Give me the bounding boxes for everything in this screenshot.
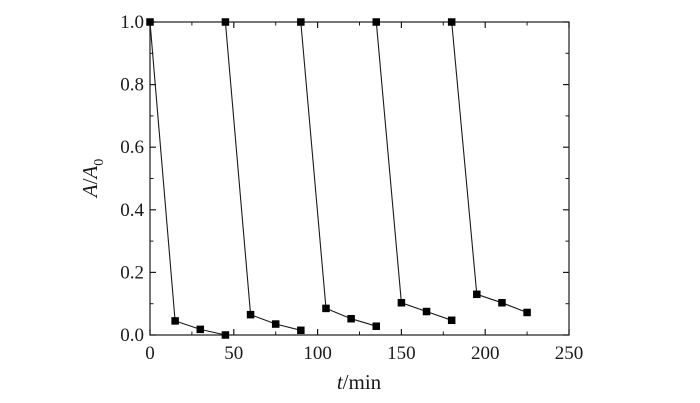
series-line <box>149 21 226 336</box>
y-tick-label: 0.6 <box>120 137 144 158</box>
y-tick-label: 0.2 <box>120 262 144 283</box>
series-layer <box>146 18 531 339</box>
y-tick-label: 0.0 <box>120 325 144 346</box>
series-line <box>451 21 528 314</box>
x-tick-label: 100 <box>303 343 332 364</box>
y-axis-ticks: 0.0 0.2 0.4 0.6 0.8 1.0 <box>120 12 569 346</box>
y-axis-subvariable: A <box>78 166 102 181</box>
x-axis-variable: t <box>337 370 344 394</box>
x-axis-slash: / <box>343 370 349 394</box>
data-point <box>372 18 381 26</box>
x-axis-label: t/min <box>337 370 382 394</box>
y-axis-label: A/A0 <box>78 159 107 200</box>
data-point <box>372 322 381 330</box>
y-axis-variable: A <box>78 184 102 199</box>
series-3 <box>297 18 381 330</box>
x-axis-ticks: 0 50 100 150 200 250 <box>145 22 583 364</box>
data-point <box>498 299 506 307</box>
y-tick-label: 0.8 <box>120 75 144 96</box>
y-axis-slash: / <box>78 178 102 184</box>
y-tick-label: 0.4 <box>120 200 144 221</box>
series-line <box>224 21 301 331</box>
y-axis-subscript: 0 <box>92 159 107 166</box>
x-tick-label: 150 <box>387 343 416 364</box>
x-tick-label: 200 <box>471 343 500 364</box>
data-point <box>347 314 355 323</box>
data-point <box>523 308 531 317</box>
x-tick-label: 250 <box>555 343 584 364</box>
data-point <box>171 317 179 325</box>
x-axis-unit: min <box>349 370 382 394</box>
data-point <box>271 320 280 328</box>
x-tick-label: 0 <box>145 343 155 364</box>
plot-frame <box>149 21 570 336</box>
series-2 <box>221 18 305 335</box>
data-point <box>146 18 154 26</box>
data-point <box>397 299 406 307</box>
series-line <box>300 21 377 327</box>
series-4 <box>372 18 456 325</box>
x-tick-label: 50 <box>224 343 243 364</box>
data-point <box>297 326 305 335</box>
data-point <box>422 307 431 316</box>
series-1 <box>146 18 230 339</box>
data-point <box>473 290 481 299</box>
series-5 <box>447 18 531 317</box>
data-point <box>221 18 230 26</box>
data-point <box>246 310 255 319</box>
data-point <box>297 18 305 26</box>
data-point <box>447 316 456 325</box>
data-point <box>447 18 456 26</box>
data-point <box>221 331 230 339</box>
y-tick-label: 1.0 <box>120 12 144 33</box>
series-line <box>375 21 452 321</box>
data-point <box>322 304 330 313</box>
data-point <box>196 325 205 334</box>
